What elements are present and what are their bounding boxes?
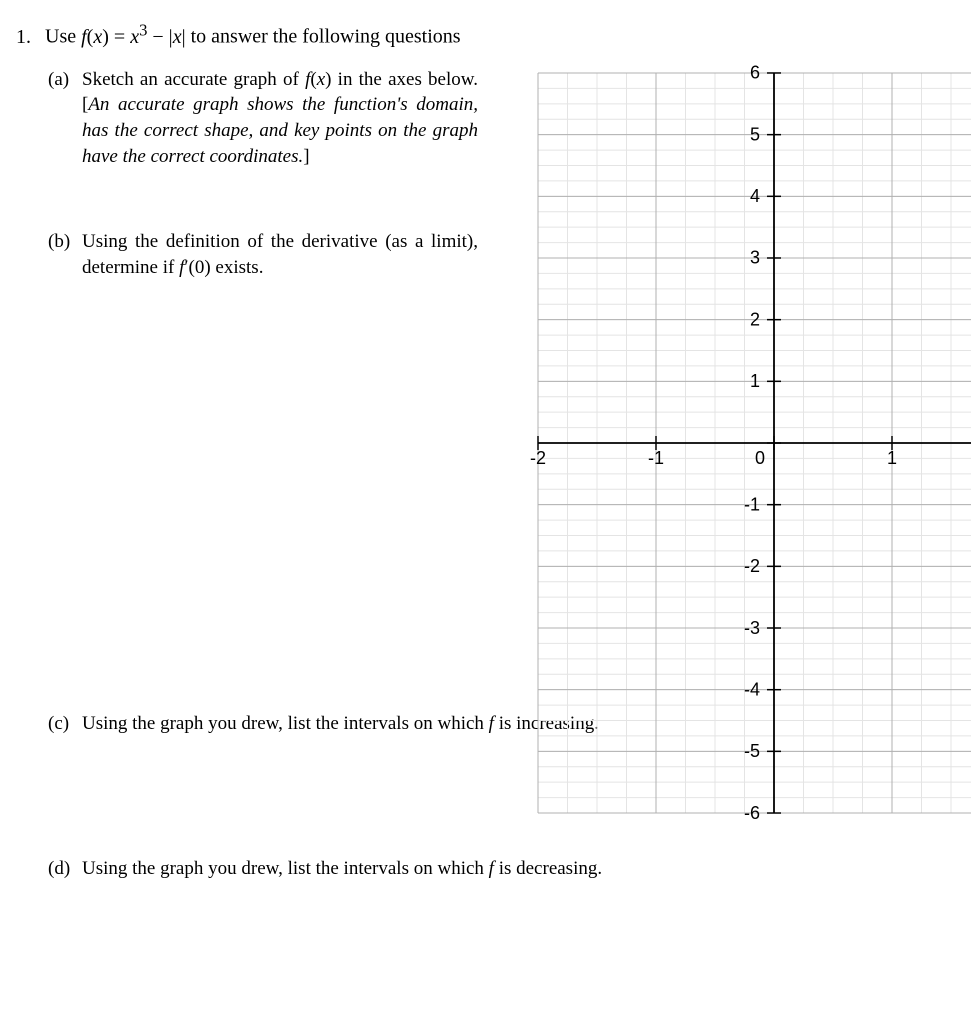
- part-b-label: (b): [48, 229, 82, 280]
- svg-text:2: 2: [750, 309, 760, 329]
- part-d-body: Using the graph you drew, list the inter…: [82, 856, 961, 882]
- svg-text:-4: -4: [744, 679, 760, 699]
- svg-text:-2: -2: [744, 556, 760, 576]
- part-d-label: (d): [48, 856, 82, 882]
- svg-text:5: 5: [750, 124, 760, 144]
- svg-text:-2: -2: [530, 447, 546, 467]
- prompt-prefix: Use: [45, 26, 81, 48]
- svg-text:0: 0: [755, 447, 765, 467]
- svg-text:6: 6: [750, 63, 760, 83]
- svg-text:-1: -1: [744, 494, 760, 514]
- part-b-body: Using the definition of the derivative (…: [82, 229, 478, 280]
- part-d: (d) Using the graph you drew, list the i…: [48, 856, 961, 882]
- part-a-label: (a): [48, 67, 82, 170]
- part-a-body: Sketch an accurate graph of f(x) in the …: [82, 67, 478, 170]
- prompt-suffix: to answer the following questions: [186, 26, 461, 48]
- grid-svg: -2-1120654321-1-2-3-4-5-6: [516, 63, 971, 823]
- svg-text:-3: -3: [744, 617, 760, 637]
- svg-text:-1: -1: [648, 447, 664, 467]
- svg-text:4: 4: [750, 186, 760, 206]
- svg-text:1: 1: [750, 371, 760, 391]
- question-prompt: 1. Use f(x) = x3 − |x| to answer the fol…: [16, 20, 961, 49]
- coordinate-grid: -2-1120654321-1-2-3-4-5-6: [516, 63, 971, 833]
- svg-text:-6: -6: [744, 802, 760, 822]
- svg-text:1: 1: [887, 447, 897, 467]
- svg-text:-5: -5: [744, 741, 760, 761]
- svg-text:3: 3: [750, 247, 760, 267]
- question-number: 1.: [16, 26, 40, 49]
- part-a: (a) Sketch an accurate graph of f(x) in …: [48, 67, 478, 170]
- function-expression: f(x) = x3 − |x|: [81, 26, 186, 48]
- part-c-label: (c): [48, 711, 82, 737]
- part-b: (b) Using the definition of the derivati…: [48, 229, 478, 280]
